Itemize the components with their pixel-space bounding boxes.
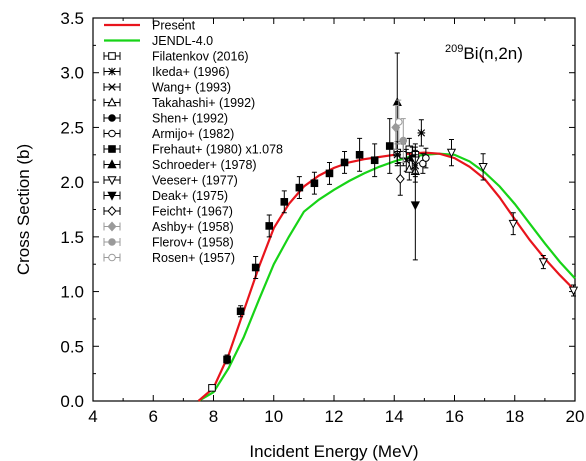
x-tick-label: 12 (325, 407, 344, 426)
data-point (508, 219, 518, 229)
annotation-superscript: 209 (445, 43, 463, 55)
data-point (280, 198, 289, 206)
data-point (355, 150, 364, 159)
x-tick-label: 20 (566, 407, 585, 426)
y-tick-label: 2.0 (60, 173, 84, 192)
data-point (370, 156, 379, 165)
data-point (410, 201, 420, 211)
x-tick-label: 10 (264, 407, 283, 426)
data-point (340, 158, 349, 167)
data-point (422, 154, 430, 162)
legend-marker-ashby-1958 (107, 221, 117, 232)
y-axis-label: Cross Section (b) (14, 144, 33, 275)
x-tick-label: 4 (88, 407, 97, 426)
y-tick-label: 3.0 (60, 64, 84, 83)
data-point (325, 169, 334, 178)
y-tick-label: 3.5 (60, 9, 84, 28)
legend-label-flerov-1958: Flerov+ (1958) (152, 236, 234, 250)
data-point (417, 129, 426, 137)
y-tick-label: 0.0 (60, 392, 84, 411)
data-point (395, 173, 405, 184)
data-point (393, 150, 402, 159)
x-tick-label: 8 (209, 407, 218, 426)
data-point (392, 97, 402, 107)
legend-label-filatenkov-2016: Filatenkov (2016) (152, 50, 249, 64)
y-tick-label: 1.5 (60, 228, 84, 247)
x-tick-label: 6 (149, 407, 158, 426)
data-point (385, 142, 394, 150)
data-point (568, 286, 579, 296)
legend-marker-flerov-1958 (108, 238, 116, 246)
data-point (310, 179, 319, 188)
y-tick-label: 2.5 (60, 118, 84, 137)
legend-marker-armijo-1982 (108, 129, 116, 138)
legend-marker-ikeda-1996 (108, 67, 116, 76)
series-line-present (197, 151, 576, 402)
legend-label-frehaut-1980-x1-078: Frehaut+ (1980) x1.078 (152, 143, 283, 157)
legend-marker-wang-1993 (108, 83, 116, 91)
y-tick-label: 1.0 (60, 283, 84, 302)
legend-label-veeser-1977: Veeser+ (1977) (152, 174, 238, 188)
axes: 4 6 8 10 12 14 16 18 20 0.0 0.5 1.0 1.5 2.0 2.5 3.0 3.5 (60, 9, 584, 426)
legend-marker-takahashi-1992 (107, 97, 117, 107)
legend-marker-feicht-1967 (107, 205, 117, 217)
data-point (394, 118, 403, 126)
data-point (538, 258, 548, 268)
x-tick-label: 16 (445, 407, 464, 426)
data-point (265, 222, 274, 230)
data-point (295, 183, 304, 192)
series-line-jendl-4-0 (197, 152, 576, 402)
legend-marker-veeser-1977 (107, 176, 117, 186)
legend-marker-shen-1992 (108, 114, 116, 122)
legend-marker-rosen-1957 (108, 253, 116, 262)
legend-marker-schroeder-1978 (107, 159, 117, 169)
legend-label-present: Present (152, 19, 196, 33)
legend-label-jendl-4-0: JENDL-4.0 (152, 34, 213, 48)
legend-label-wang-1993: Wang+ (1993) (152, 81, 231, 95)
x-axis-label: Incident Energy (MeV) (249, 442, 418, 461)
legend-marker-frehaut-1980-x1-078 (108, 145, 116, 153)
legend-marker-deak-1975 (107, 191, 117, 201)
reaction-annotation: 209Bi(n,2n) (445, 43, 523, 63)
legend-label-rosen-1957: Rosen+ (1957) (152, 251, 235, 265)
legend-label-takahashi-1992: Takahashi+ (1992) (152, 96, 255, 110)
legend-label-feicht-1967: Feicht+ (1967) (152, 205, 233, 219)
annotation-text: Bi(n,2n) (463, 44, 523, 63)
y-tick-label: 0.5 (60, 337, 84, 356)
data-point (208, 384, 216, 392)
data-marks (197, 52, 579, 402)
data-point (223, 355, 231, 364)
data-point (236, 307, 245, 316)
data-point (478, 163, 488, 173)
legend-label-deak-1975: Deak+ (1975) (152, 189, 228, 203)
x-tick-label: 14 (385, 407, 404, 426)
legend-label-ikeda-1996: Ikeda+ (1996) (152, 65, 229, 79)
legend-label-armijo-1982: Armijo+ (1982) (152, 127, 234, 141)
data-point (251, 263, 260, 272)
legend-label-shen-1992: Shen+ (1992) (152, 112, 228, 126)
data-point (399, 136, 408, 145)
legend-marker-filatenkov-2016 (108, 52, 116, 60)
legend-label-schroeder-1978: Schroeder+ (1978) (152, 158, 257, 172)
data-point (446, 148, 457, 158)
x-tick-label: 18 (505, 407, 524, 426)
legend-label-ashby-1958: Ashby+ (1958) (152, 220, 234, 234)
